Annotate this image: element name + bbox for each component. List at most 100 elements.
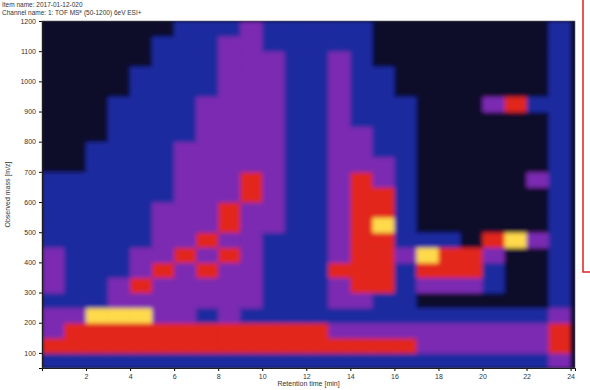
heatmap-cell bbox=[86, 96, 109, 112]
y-tick-label: 1200 bbox=[20, 18, 36, 25]
heatmap-cell bbox=[438, 96, 461, 112]
heatmap-cell bbox=[350, 36, 373, 52]
y-tick: 1000 bbox=[20, 78, 42, 85]
heatmap-cell bbox=[130, 262, 153, 278]
heatmap-cell bbox=[64, 66, 87, 82]
heatmap-cell bbox=[284, 187, 307, 203]
x-tick-mark bbox=[218, 368, 219, 371]
heatmap-cell bbox=[438, 51, 461, 67]
heatmap-cell bbox=[42, 202, 65, 218]
heatmap-cell bbox=[372, 217, 395, 233]
heatmap-cell bbox=[438, 262, 461, 278]
y-tick-label: 300 bbox=[24, 289, 36, 296]
heatmap-cell bbox=[328, 142, 351, 158]
heatmap-cell bbox=[64, 187, 87, 203]
heatmap-cell bbox=[328, 172, 351, 188]
heatmap-cell bbox=[306, 81, 329, 97]
heatmap-cell bbox=[284, 142, 307, 158]
heatmap-cell bbox=[306, 353, 329, 368]
heatmap-cell bbox=[218, 96, 241, 112]
x-tick-label: 18 bbox=[435, 373, 443, 380]
heatmap-cell bbox=[482, 142, 505, 158]
x-tick-label: 14 bbox=[347, 373, 355, 380]
heatmap-cell bbox=[306, 187, 329, 203]
heatmap-cell bbox=[549, 308, 572, 324]
heatmap-cell bbox=[460, 277, 483, 293]
heatmap-cell bbox=[152, 277, 175, 293]
heatmap-cell bbox=[284, 81, 307, 97]
heatmap-cell bbox=[284, 66, 307, 82]
heatmap-cell bbox=[350, 293, 373, 309]
heatmap-cell bbox=[328, 127, 351, 143]
heatmap-cell bbox=[438, 187, 461, 203]
heatmap-cell bbox=[196, 293, 219, 309]
heatmap-cell bbox=[350, 187, 373, 203]
heatmap-cell bbox=[416, 142, 439, 158]
heatmap-cell bbox=[482, 217, 505, 233]
heatmap-cell bbox=[394, 323, 417, 339]
heatmap-cell bbox=[218, 172, 241, 188]
heatmap-cell bbox=[174, 142, 197, 158]
heatmap-cell bbox=[196, 51, 219, 67]
x-axis: 24681012141618202224 bbox=[43, 368, 576, 380]
heatmap-cell bbox=[262, 157, 285, 173]
y-tick: 1200 bbox=[20, 18, 42, 25]
heatmap-cell bbox=[350, 66, 373, 82]
heatmap-cell bbox=[527, 353, 550, 368]
heatmap-cell bbox=[42, 338, 65, 354]
heatmap-cell bbox=[460, 157, 483, 173]
heatmap-cell bbox=[394, 202, 417, 218]
heatmap-cell bbox=[306, 36, 329, 52]
heatmap-cell bbox=[240, 66, 263, 82]
y-tick: 300 bbox=[24, 289, 42, 296]
x-tick-label: 20 bbox=[479, 373, 487, 380]
y-tick-mark bbox=[39, 51, 42, 52]
heatmap-cell bbox=[196, 247, 219, 263]
x-tick-mark bbox=[350, 368, 351, 371]
heatmap-cell bbox=[394, 247, 417, 263]
heatmap-cell bbox=[108, 81, 131, 97]
heatmap-cell bbox=[262, 217, 285, 233]
heatmap-cell bbox=[42, 66, 65, 82]
heatmap-cell bbox=[42, 142, 65, 158]
heatmap-cell bbox=[416, 232, 439, 248]
heatmap-cell bbox=[108, 262, 131, 278]
heatmap-cell bbox=[240, 247, 263, 263]
heatmap-cell bbox=[218, 293, 241, 309]
red-outline bbox=[583, 0, 590, 272]
heatmap-cell bbox=[64, 277, 87, 293]
heatmap-cell bbox=[240, 81, 263, 97]
heatmap-cell bbox=[284, 127, 307, 143]
heatmap-cell bbox=[438, 217, 461, 233]
heatmap-cell bbox=[108, 157, 131, 173]
heatmap-cell bbox=[218, 112, 241, 128]
heatmap-cell bbox=[372, 353, 395, 368]
heatmap-cell bbox=[438, 21, 461, 37]
heatmap-cell bbox=[152, 127, 175, 143]
y-tick-label: 400 bbox=[24, 259, 36, 266]
heatmap-cell bbox=[527, 247, 550, 263]
heatmap-cell bbox=[42, 36, 65, 52]
heatmap-cell bbox=[240, 172, 263, 188]
heatmap-cell bbox=[328, 232, 351, 248]
x-tick: 4 bbox=[129, 368, 133, 380]
heatmap-cell bbox=[460, 21, 483, 37]
heatmap-cell bbox=[438, 277, 461, 293]
x-tick-label: 8 bbox=[217, 373, 221, 380]
heatmap-cell bbox=[438, 172, 461, 188]
heatmap-cell bbox=[460, 112, 483, 128]
heatmap-cell bbox=[416, 293, 439, 309]
heatmap-cell bbox=[350, 172, 373, 188]
heatmap-cell bbox=[196, 66, 219, 82]
heatmap-cell bbox=[174, 81, 197, 97]
heatmap-cell bbox=[460, 51, 483, 67]
heatmap-cell bbox=[42, 187, 65, 203]
title: Item name: 2017-01-12-020 bbox=[2, 1, 83, 8]
heatmap-cell bbox=[152, 51, 175, 67]
heatmap-cell bbox=[108, 293, 131, 309]
heatmap-cell bbox=[505, 112, 528, 128]
heatmap-cell bbox=[460, 187, 483, 203]
heatmap-cell bbox=[394, 172, 417, 188]
heatmap-cell bbox=[505, 247, 528, 263]
x-tick-mark bbox=[174, 368, 175, 371]
